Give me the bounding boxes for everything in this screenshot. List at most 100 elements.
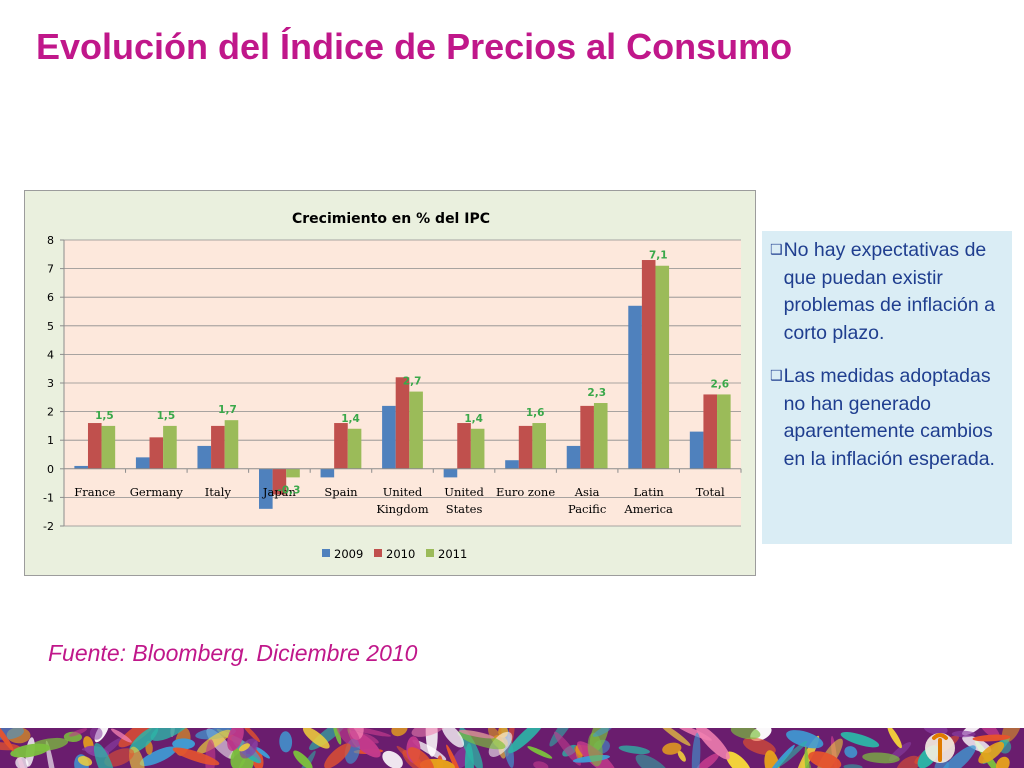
note-item: ❑ Las medidas adoptadas no han generado …: [770, 363, 1004, 473]
pattern-petal: [129, 728, 159, 754]
bar-2010: [211, 425, 225, 469]
pattern-petal: [962, 735, 992, 753]
pattern-petal: [0, 728, 14, 752]
category-label: Germany: [130, 485, 184, 499]
category-label: Japan: [262, 485, 297, 499]
pattern-petal: [239, 738, 258, 759]
pattern-petal: [279, 731, 293, 753]
y-tick-label: 2: [47, 406, 54, 419]
data-label: 1,6: [526, 407, 545, 419]
category-label: Euro zone: [496, 485, 555, 499]
chart-title: Crecimiento en % del IPC: [292, 211, 490, 227]
bar-2011: [470, 428, 485, 469]
pattern-petal: [336, 728, 361, 748]
checkbox-bullet-icon: ❑: [770, 242, 783, 258]
data-label: 7,1: [649, 250, 668, 262]
pattern-petal: [293, 750, 313, 768]
bar-2010: [580, 405, 594, 469]
legend-swatch: [322, 549, 330, 557]
bar-2011: [224, 420, 239, 469]
pattern-petal: [411, 728, 446, 737]
bar-2009: [443, 468, 458, 478]
bar-2011: [717, 394, 731, 469]
bar-2009: [259, 468, 273, 509]
data-label: 1,4: [464, 413, 483, 425]
pattern-petal: [0, 728, 24, 740]
category-label: Total: [696, 485, 725, 499]
pattern-petal: [15, 757, 29, 768]
pattern-petal: [977, 728, 1000, 739]
bar-2010: [641, 260, 656, 469]
category-label: Italy: [205, 485, 232, 499]
legend-swatch: [426, 549, 434, 557]
pattern-petal: [786, 730, 824, 749]
decorative-pattern: [0, 728, 1022, 768]
y-tick-label: 5: [47, 320, 54, 333]
data-label: 1,5: [157, 410, 176, 422]
bar-2011: [409, 391, 423, 469]
pattern-petal: [111, 728, 132, 743]
pattern-petal: [896, 755, 921, 768]
pattern-petal: [658, 728, 691, 746]
pattern-petal: [764, 750, 780, 768]
pattern-petal: [302, 728, 330, 749]
pattern-petal: [695, 728, 730, 760]
bar-2009: [135, 457, 150, 469]
logo-icon: [925, 733, 955, 763]
data-label: 2,3: [587, 387, 606, 399]
bar-2009: [628, 305, 642, 469]
pattern-petal: [587, 732, 603, 767]
checkbox-bullet-icon: ❑: [770, 368, 783, 384]
pattern-petal: [776, 740, 808, 768]
category-label: Spain: [324, 485, 358, 499]
source-note: Fuente: Bloomberg. Diciembre 2010: [48, 640, 418, 666]
pattern-petal: [725, 751, 752, 768]
pattern-petal: [862, 752, 900, 764]
chart-svg: -2 -1 0 1 2 3 4 5 6 7 8 France Germany Italy Japan Spai…: [43, 211, 742, 561]
slide-title: Evolución del Índice de Precios al Consu…: [36, 26, 793, 67]
pattern-petal: [618, 745, 650, 755]
y-tick-label: -1: [43, 491, 54, 504]
bar-2009: [320, 468, 335, 478]
category-label: France: [74, 485, 115, 499]
bar-2011: [532, 423, 546, 469]
category-label: Pacific: [568, 502, 606, 516]
bar-2010: [518, 425, 533, 469]
pattern-petal: [730, 728, 761, 740]
bar-2010: [87, 423, 102, 469]
y-tick-label: 4: [47, 348, 54, 361]
category-label: United: [383, 485, 423, 499]
y-tick-label: 8: [47, 234, 54, 247]
pattern-petal: [768, 744, 795, 768]
pattern-petal: [553, 731, 582, 766]
bar-2011: [593, 403, 608, 469]
bar-2009: [689, 431, 704, 469]
pattern-petal: [592, 728, 614, 737]
bar-2009: [382, 405, 396, 469]
pattern-petal: [691, 732, 701, 768]
bar-2010: [395, 377, 410, 469]
bar-2009: [566, 445, 581, 469]
bar-2011: [655, 265, 670, 469]
y-tick-label: 3: [47, 377, 54, 390]
pattern-petal: [332, 728, 342, 745]
pattern-petal: [662, 742, 682, 755]
note-item: ❑ No hay expectativas de que puedan exis…: [770, 237, 1004, 347]
pattern-petal: [391, 728, 408, 737]
pattern-petal: [239, 755, 254, 768]
pattern-petal: [172, 738, 196, 750]
pattern-petal: [527, 746, 553, 759]
bar-2009: [505, 460, 519, 469]
pattern-petal: [508, 728, 546, 754]
pattern-petal: [104, 748, 135, 767]
y-tick-label: -2: [43, 520, 54, 533]
pattern-petal: [324, 743, 351, 768]
pattern-petal: [458, 729, 495, 739]
bar-2011: [101, 425, 116, 469]
category-label: United: [444, 485, 484, 499]
pattern-petal: [939, 745, 976, 768]
pattern-petal: [227, 728, 244, 751]
bar-2010: [149, 437, 164, 469]
notes-box: ❑ No hay expectativas de que puedan exis…: [762, 231, 1012, 544]
pattern-petal: [45, 740, 57, 768]
